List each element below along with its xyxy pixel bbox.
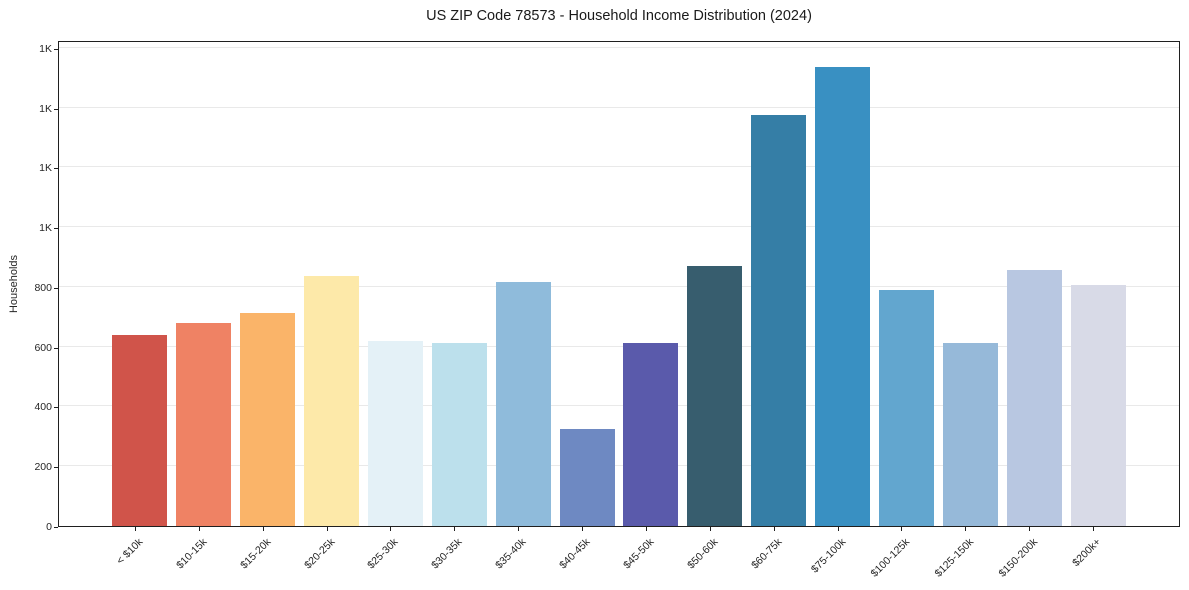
x-tick-mark <box>1093 527 1095 531</box>
y-tick-mark <box>54 347 58 349</box>
x-tick-label: $150-200k <box>996 536 1040 580</box>
bar-$30-35k <box>431 343 487 526</box>
y-tick-mark <box>54 527 58 528</box>
y-tick-label: 0 <box>46 521 52 533</box>
bar-$50-60k <box>687 266 743 526</box>
x-tick-label: $15-20k <box>237 536 274 572</box>
x-tick-mark <box>582 527 584 531</box>
bar-$35-40k <box>495 282 551 526</box>
bar-$45-50k <box>623 343 679 526</box>
x-tick-label: $200k+ <box>1070 536 1104 570</box>
bar-$15-20k <box>240 313 296 526</box>
gridline <box>59 106 1179 108</box>
x-tick-label: < $10k <box>114 536 146 567</box>
bar-$200k+ <box>1070 285 1126 526</box>
bar-$75-100k <box>815 67 871 526</box>
y-tick-mark <box>54 228 58 230</box>
y-tick-label: 1K <box>39 102 52 115</box>
gridline <box>59 345 1179 347</box>
bar-$150-200k <box>1006 270 1062 526</box>
x-tick-label: $60-75k <box>748 536 785 572</box>
x-tick-label: $25-30k <box>365 536 401 572</box>
x-tick-mark <box>134 527 136 531</box>
x-tick-mark <box>198 527 200 531</box>
y-tick-label: 1K <box>39 42 52 55</box>
x-tick-label: $10-15k <box>173 536 210 572</box>
y-tick-label: 200 <box>34 461 52 474</box>
x-tick-label: $125-150k <box>932 536 976 580</box>
y-tick-mark <box>54 467 58 469</box>
y-tick-label: 1K <box>39 162 52 175</box>
x-tick-label: $100-125k <box>868 536 912 580</box>
gridline <box>59 46 1179 48</box>
x-tick-label: $45-50k <box>621 536 657 572</box>
x-tick-label: $50-60k <box>684 536 721 572</box>
x-tick-mark <box>262 527 264 531</box>
x-tick-mark <box>837 527 839 531</box>
x-tick-mark <box>518 527 520 531</box>
bar-$60-75k <box>751 115 807 526</box>
y-tick-mark <box>54 168 58 170</box>
bar-$100-125k <box>878 290 934 526</box>
x-tick-mark <box>326 527 328 531</box>
chart-title: US ZIP Code 78573 - Household Income Dis… <box>426 8 812 24</box>
bar-$40-45k <box>559 429 615 526</box>
y-tick-mark <box>54 48 58 50</box>
y-tick-mark <box>54 407 58 409</box>
x-tick-label: $30-35k <box>429 536 465 572</box>
x-tick-mark <box>454 527 456 531</box>
x-tick-mark <box>390 527 392 531</box>
y-tick-label: 800 <box>34 281 52 294</box>
gridline <box>59 405 1179 407</box>
x-tick-label: $20-25k <box>301 536 338 572</box>
x-tick-label: $75-100k <box>808 536 849 576</box>
x-tick-mark <box>709 527 711 531</box>
x-tick-mark <box>965 527 967 531</box>
x-tick-mark <box>901 527 903 531</box>
bar-$125-150k <box>942 343 998 526</box>
x-tick-label: $35-40k <box>493 536 529 572</box>
gridline <box>59 285 1179 287</box>
bar-$25-30k <box>367 341 423 526</box>
y-tick-label: 400 <box>34 401 52 414</box>
y-tick-mark <box>54 287 58 289</box>
y-tick-label: 600 <box>34 341 52 354</box>
y-tick-mark <box>54 108 58 110</box>
bar-$10-15k <box>176 323 232 526</box>
x-tick-label: $40-45k <box>557 536 593 572</box>
plot-area <box>58 41 1180 527</box>
bar-$20-25k <box>304 276 360 526</box>
y-tick-label: 1K <box>39 222 52 235</box>
bar-< $10k <box>112 335 168 526</box>
x-tick-mark <box>773 527 775 531</box>
gridline <box>59 465 1179 467</box>
gridline <box>59 166 1179 168</box>
x-tick-mark <box>645 527 647 531</box>
gridline <box>59 226 1179 228</box>
x-tick-mark <box>1029 527 1031 531</box>
